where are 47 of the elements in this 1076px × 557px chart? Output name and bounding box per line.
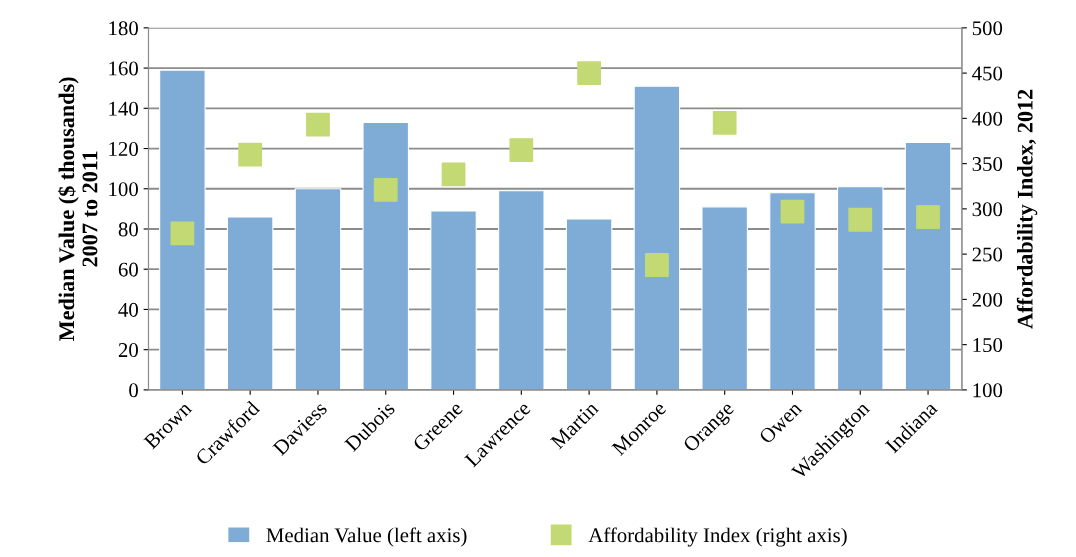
bar xyxy=(836,186,884,390)
bar xyxy=(159,69,206,390)
point xyxy=(780,199,805,224)
point xyxy=(170,221,195,246)
y-tick-label: 40 xyxy=(118,302,138,317)
y-tick-label: 60 xyxy=(118,262,138,277)
bar xyxy=(362,121,410,390)
point xyxy=(712,110,737,135)
y2-tick-label: 300 xyxy=(972,202,1003,217)
point xyxy=(238,142,263,167)
y-tick-label: 80 xyxy=(118,222,138,237)
y2-tick-label: 350 xyxy=(972,156,1003,172)
point xyxy=(373,177,398,202)
y2-axis-title: Affordability Index, 2012 xyxy=(1016,89,1038,329)
bar xyxy=(565,218,613,390)
y-tick-label: 100 xyxy=(109,182,138,197)
y2-tick-label: 100 xyxy=(973,383,1003,398)
bar xyxy=(430,210,477,390)
bar xyxy=(701,206,748,390)
point xyxy=(441,162,466,187)
y2-tick-label: 450 xyxy=(972,66,1003,81)
y2-tick-label: 200 xyxy=(972,292,1003,307)
bar xyxy=(226,216,274,390)
point xyxy=(306,112,330,137)
bar xyxy=(294,188,342,390)
y-tick-label: 140 xyxy=(109,101,138,116)
y2-tick-label: 150 xyxy=(973,338,1003,353)
y-tick-label: 180 xyxy=(109,21,138,36)
bar xyxy=(904,141,952,390)
y-tick-label: 120 xyxy=(109,141,138,156)
y2-tick-label: 250 xyxy=(972,247,1003,262)
bar xyxy=(633,85,681,390)
point xyxy=(509,138,534,162)
point xyxy=(577,61,602,85)
y2-tick-label: 400 xyxy=(972,111,1003,126)
y-tick-label: 20 xyxy=(118,343,138,358)
bar xyxy=(769,192,816,390)
point xyxy=(916,205,940,229)
bar xyxy=(498,190,545,390)
point xyxy=(645,253,669,277)
legend-label: Affordability Index (right axis) xyxy=(588,527,847,547)
y-tick-label: 0 xyxy=(129,383,138,398)
y-tick-label: 160 xyxy=(109,61,138,76)
legend-label: Median Value (left axis) xyxy=(266,527,467,547)
point xyxy=(848,207,873,232)
y-axis-title: Median Value ($ thousands) 2007 to 2011 xyxy=(57,77,98,341)
y2-tick-label: 500 xyxy=(972,21,1003,36)
